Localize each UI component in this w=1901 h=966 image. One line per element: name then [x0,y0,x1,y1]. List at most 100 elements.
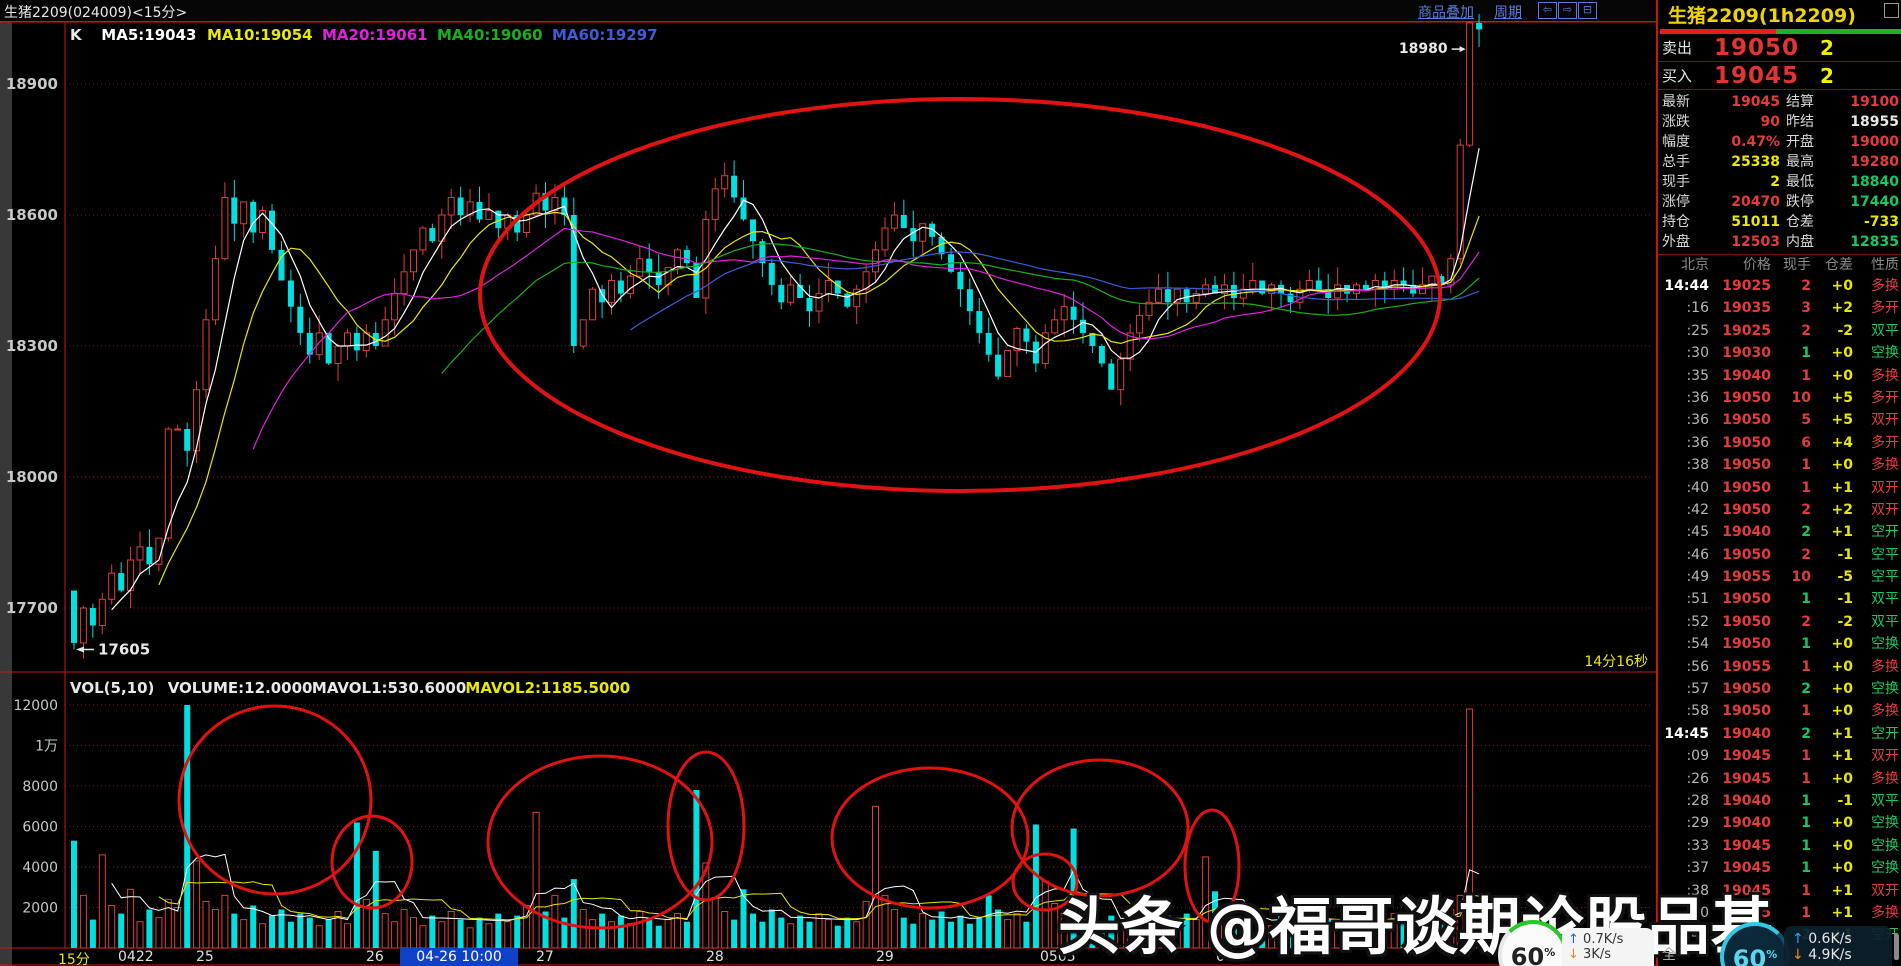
quote-label: 跌停 [1786,194,1814,210]
split-window-icon[interactable]: ⊟ [1578,2,1597,19]
tick-time: :46 [1686,546,1709,563]
buy-sell-ratio-bar [1660,29,1901,34]
tick-list[interactable]: 14:44 19025 2 +0 多换:16 19035 3 +2 多开:25 19025 2 -2 双… [1658,275,1901,947]
tick-price: 19035 [1722,300,1771,317]
tick-price: 19050 [1722,501,1771,518]
tick-row[interactable]: :36 19050 5 +5 双开 [1662,409,1899,431]
tick-row[interactable]: :52 19050 2 -2 双平 [1662,611,1899,633]
quote-label: 外盘 [1662,234,1690,250]
tick-oi-delta: +4 [1831,434,1853,451]
bid-row[interactable]: 买入 19045 2 [1658,62,1901,90]
tick-oi-delta: +1 [1831,725,1853,742]
tick-row[interactable]: :29 19040 1 +0 空换 [1662,812,1899,834]
tick-row[interactable]: :38 19050 1 +0 多换 [1662,454,1899,476]
overlay-commodity-link[interactable]: 商品叠加 [1418,5,1474,21]
tick-row[interactable]: :16 19035 3 +2 多开 [1662,297,1899,319]
chart-canvas[interactable]: 18900 18600 18300 18000 17700 12000 1万 8000 6000… [0,0,1656,966]
tick-time: :57 [1686,681,1709,698]
tick-row[interactable]: 14:45 19040 2 +1 空开 [1662,723,1899,745]
tick-oi-delta: +0 [1831,815,1853,832]
tick-oi-delta: -1 [1837,792,1853,809]
tick-row[interactable]: :45 19040 2 +1 空开 [1662,521,1899,543]
tick-row[interactable]: :58 19050 1 +0 多换 [1662,700,1899,722]
tick-row[interactable]: :57 19050 2 +0 空换 [1662,678,1899,700]
tick-row[interactable]: :26 19045 1 +0 多换 [1662,768,1899,790]
tick-row[interactable]: :35 19040 1 +0 多换 [1662,365,1899,387]
svg-text:MA40:19060: MA40:19060 [437,26,543,44]
tick-price: 19040 [1722,792,1771,809]
svg-text:18900: 18900 [6,75,58,93]
quote-label: 昨结 [1786,114,1814,130]
tick-volume: 2 [1801,278,1811,294]
quote-value: 18840 [1850,174,1899,190]
tick-oi-delta: +1 [1831,748,1853,765]
tick-row[interactable]: :38 19045 1 +1 双开 [1662,880,1899,902]
tick-nature: 空平 [1871,546,1899,563]
tick-row[interactable]: :54 19050 1 +0 空换 [1662,633,1899,655]
tick-row[interactable]: :42 19050 2 +2 双开 [1662,499,1899,521]
tick-row[interactable]: :28 19040 1 -1 双平 [1662,790,1899,812]
tick-nature: 多开 [1871,300,1899,317]
tick-row[interactable]: :30 19030 1 +0 空换 [1662,342,1899,364]
quote-value: 90 [1760,114,1780,130]
selected-time-box[interactable]: 04-26 10:00 [400,948,518,966]
quote-label: 涨跌 [1662,114,1690,130]
tick-price: 19045 [1722,770,1771,787]
tick-nature: 多换 [1871,658,1899,675]
tick-oi-delta: +1 [1831,904,1853,921]
quote-row: 外盘 12503 内盘 12835 [1662,232,1899,252]
tick-volume: 10 [1791,389,1811,406]
tick-price: 19030 [1722,345,1771,362]
tick-row[interactable]: :25 19025 2 -2 双平 [1662,320,1899,342]
panel-maximize-icon[interactable] [1884,3,1899,18]
quote-value: -733 [1863,214,1899,230]
tick-oi-delta: +0 [1831,860,1853,877]
tick-price: 19050 [1722,636,1771,653]
tick-time: :09 [1686,748,1709,765]
tick-row[interactable]: :36 19050 10 +5 多开 [1662,387,1899,409]
period-link[interactable]: 周期 [1494,5,1522,21]
tick-row[interactable]: :09 19045 1 +1 双开 [1662,745,1899,767]
tick-volume: 2 [1801,725,1811,742]
tick-price: 19050 [1722,681,1771,698]
tick-nature: 多换 [1871,703,1899,720]
tick-row[interactable]: :40 19050 1 +1 双开 [1662,477,1899,499]
prev-arrow-icon[interactable]: ⇦ [1538,2,1557,19]
svg-text:MAVOL1:530.6000: MAVOL1:530.6000 [312,679,466,697]
tick-price: 19040 [1722,815,1771,832]
tick-price: 19025 [1722,322,1771,339]
tick-oi-delta: +5 [1831,389,1853,406]
tick-row[interactable]: :40 19045 1 +1 多换 [1662,902,1899,924]
tick-nature: 双开 [1871,882,1899,899]
tick-price: 19050 [1722,389,1771,406]
tick-row[interactable]: :56 19055 1 +0 多换 [1662,656,1899,678]
tick-row[interactable]: :49 19055 10 -5 空平 [1662,566,1899,588]
tick-time: :26 [1686,770,1709,787]
x-axis-date-label: 25 [196,949,214,965]
quote-panel: 生猪2209(1h2209) 卖出 19050 2 买入 19045 2 最新 1… [1656,0,1901,966]
tick-time: :42 [1686,501,1709,518]
tick-time: :35 [1686,367,1709,384]
ask-row[interactable]: 卖出 19050 2 [1658,34,1901,62]
tick-row[interactable]: 14:44 19025 2 +0 多换 [1662,275,1899,297]
tick-price: 19050 [1722,703,1771,720]
tick-oi-delta: +0 [1831,636,1853,653]
svg-text:14分16秒: 14分16秒 [1584,654,1648,670]
tick-volume: 6 [1801,434,1811,451]
quote-label: 幅度 [1662,134,1690,150]
download-arrow-icon: ↓ [1568,947,1579,962]
tick-row[interactable]: :51 19050 1 -1 双平 [1662,588,1899,610]
tick-nature: 多换 [1871,457,1899,474]
x-axis-period-label[interactable]: 15分 [58,952,90,966]
tick-row[interactable]: :46 19050 2 -1 空平 [1662,544,1899,566]
tick-row[interactable]: :33 19045 1 +0 空换 [1662,835,1899,857]
quote-label: 最高 [1786,154,1814,170]
scrollbar-thumb[interactable] [1894,934,1899,960]
tick-nature: 空换 [1871,681,1899,698]
tick-volume: 1 [1801,367,1811,384]
x-axis-date-label: 29 [876,949,894,965]
quote-value: 25338 [1731,154,1780,170]
tick-row[interactable]: :36 19050 6 +4 多开 [1662,432,1899,454]
next-arrow-icon[interactable]: ⇨ [1558,2,1577,19]
tick-row[interactable]: :37 19045 1 +0 空换 [1662,857,1899,879]
